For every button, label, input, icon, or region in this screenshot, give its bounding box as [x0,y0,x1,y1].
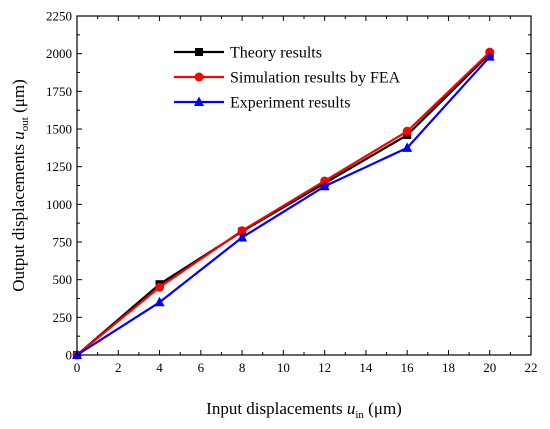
x-tick-label: 6 [198,360,205,375]
data-point [402,126,412,136]
legend-swatch-marker [194,96,204,106]
legend-item: Simulation results by FEA [174,70,401,87]
legend-label: Simulation results by FEA [230,70,401,87]
x-tick-label: 14 [359,360,373,375]
legend-label: Theory results [230,45,322,62]
x-tick-label: 2 [115,360,122,375]
data-point [155,282,165,292]
y-tick-label: 2250 [46,9,72,24]
y-tick-label: 1500 [46,122,72,137]
x-tick-label: 4 [156,360,163,375]
y-tick-label: 1000 [46,197,72,212]
x-tick-label: 12 [318,360,331,375]
data-point [237,226,247,236]
x-tick-label: 0 [74,360,81,375]
y-tick-label: 1750 [46,84,72,99]
x-tick-label: 20 [483,360,496,375]
x-tick-label: 22 [525,360,538,375]
y-axis-title: Output displacements uout (μm) [9,79,31,292]
y-tick-label: 250 [53,310,73,325]
legend-swatch-marker [195,48,203,56]
legend-item: Theory results [174,45,322,62]
data-point [484,51,495,61]
plot-marks [72,47,495,360]
legend: Theory results Simulation results by FEA E… [174,45,401,112]
y-tick-label: 2000 [46,46,72,61]
data-point [319,180,330,191]
y-tick-label: 1250 [46,159,72,174]
y-axis: 0 250 500 750 1000 1250 1500 1750 2000 2250 [46,9,531,363]
data-point [402,142,413,152]
x-tick-label: 16 [401,360,415,375]
series-line [76,51,491,356]
x-axis-title: Input displacements uin (μm) [206,399,402,421]
x-tick-label: 18 [442,360,455,375]
x-tick-label: 10 [277,360,290,375]
y-tick-label: 500 [53,272,73,287]
legend-label: Experiment results [230,95,350,112]
legend-item: Experiment results [174,95,350,112]
x-axis: 0 2 4 6 8 10 12 14 16 18 20 22 [74,16,538,375]
data-point [154,296,165,307]
y-tick-label: 0 [66,348,73,363]
legend-swatch-marker [194,72,204,82]
plot-frame [76,15,532,356]
y-tick-label: 750 [53,235,73,250]
series-line [76,55,491,356]
data-point [237,231,248,242]
series-line [76,52,491,356]
series-triangle [72,51,495,359]
x-tick-label: 8 [239,360,246,375]
